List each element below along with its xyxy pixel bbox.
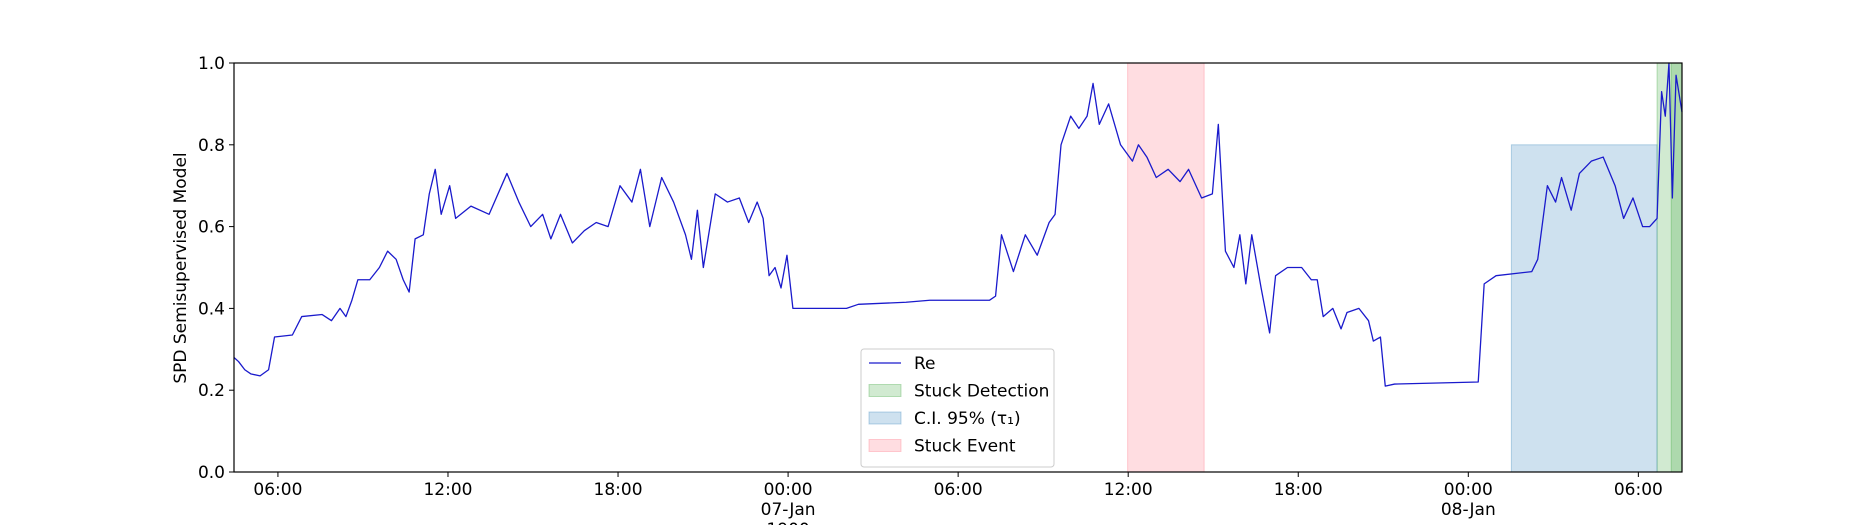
- x-tick-label: 00:00 08-Jan: [1441, 480, 1496, 520]
- y-axis-label: SPD Semisupervised Model: [171, 152, 191, 383]
- legend-label: Re: [914, 354, 936, 374]
- legend-swatch: [868, 439, 902, 452]
- y-tick-label: 0.2: [198, 381, 225, 401]
- legend-label: Stuck Detection: [914, 382, 1049, 402]
- y-tick-label: 0.8: [198, 136, 225, 156]
- legend-label: Stuck Event: [914, 437, 1016, 457]
- legend-box: [860, 348, 1055, 468]
- legend-swatch: [868, 384, 902, 397]
- x-tick-label: 12:00: [1104, 480, 1153, 500]
- x-tick-label: 06:00: [934, 480, 983, 500]
- y-tick-label: 0.6: [198, 218, 225, 238]
- x-tick-label: 06:00: [1614, 480, 1663, 500]
- x-tick-label: 12:00: [423, 480, 472, 500]
- legend-swatch: [868, 411, 902, 425]
- y-tick-label: 0.4: [198, 299, 225, 319]
- y-tick-label: 1.0: [198, 54, 225, 74]
- x-tick-label: 06:00: [253, 480, 302, 500]
- legend-label: C.I. 95% (τ₁): [914, 409, 1021, 429]
- shaded-span: [1656, 62, 1683, 473]
- x-tick-label: 18:00: [1274, 480, 1323, 500]
- x-tick-label: 18:00: [594, 480, 643, 500]
- y-tick-label: 0.0: [198, 463, 225, 483]
- line-series: [233, 62, 1683, 387]
- shaded-span: [1510, 144, 1658, 473]
- shaded-span: [1127, 62, 1205, 473]
- shaded-span: [1670, 62, 1683, 473]
